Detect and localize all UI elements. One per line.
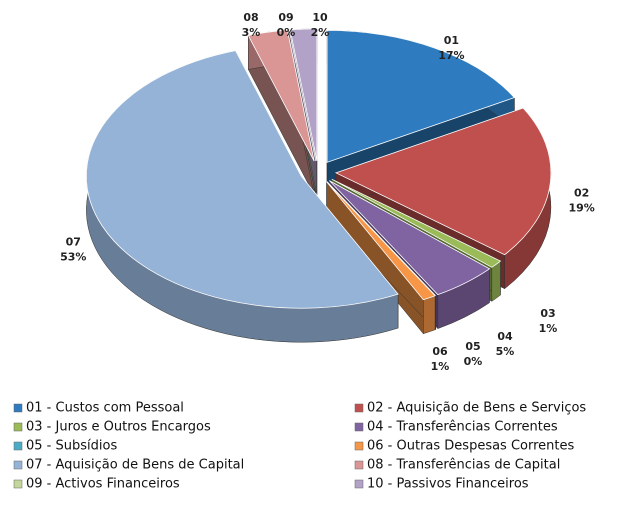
legend-swatch — [13, 460, 23, 470]
slice — [331, 178, 502, 268]
slice — [86, 50, 399, 309]
slice-value: 0% — [464, 355, 483, 368]
slice-code: 04 — [497, 330, 513, 343]
slice-value: 17% — [438, 49, 464, 62]
legend-swatch — [354, 479, 364, 489]
slice-code: 01 — [444, 34, 459, 47]
legend-label: 09 - Activos Financeiros — [26, 477, 180, 492]
slice — [326, 181, 436, 301]
legend-label: 08 - Transferências de Capital — [367, 458, 560, 473]
slice-code: 02 — [574, 187, 589, 200]
legend-label: 02 - Aquisição de Bens e Serviços — [367, 401, 586, 416]
slice — [334, 107, 552, 256]
slice-code: 05 — [465, 340, 480, 353]
legend-swatch — [354, 441, 364, 451]
legend-label: 07 - Aquisição de Bens de Capital — [26, 458, 244, 473]
slice-code: 03 — [540, 307, 555, 320]
legend-label: 04 - Transferências Correntes — [367, 420, 558, 435]
legend-swatch — [354, 422, 364, 432]
slice — [329, 180, 491, 296]
legend-label: 03 - Juros e Outros Encargos — [26, 420, 211, 435]
slice-value: 19% — [568, 202, 594, 215]
slice — [326, 29, 516, 163]
legend-label: 01 - Custos com Pessoal — [26, 401, 184, 416]
legend-swatch — [354, 403, 364, 413]
slice-value: 0% — [277, 26, 296, 39]
legend-swatch — [354, 460, 364, 470]
legend-label: 05 - Subsídios — [26, 439, 117, 454]
slice-code: 06 — [432, 345, 448, 358]
slice-value: 1% — [539, 322, 558, 335]
slice-code: 07 — [66, 236, 81, 249]
slice-code: 09 — [278, 11, 293, 24]
slice-side — [423, 295, 436, 335]
legend-swatch — [13, 403, 23, 413]
slice-code: 08 — [243, 11, 258, 24]
slice-value: 1% — [431, 360, 450, 373]
legend-label: 10 - Passivos Financeiros — [367, 477, 529, 492]
slice-value: 5% — [496, 345, 515, 358]
legend-swatch — [13, 479, 23, 489]
slice-value: 53% — [60, 251, 86, 264]
slice-value: 3% — [242, 26, 261, 39]
slice — [247, 29, 315, 162]
slice — [288, 29, 317, 162]
slice — [326, 181, 436, 296]
legend-label: 06 - Outras Despesas Correntes — [367, 439, 574, 454]
slice-side — [491, 260, 501, 302]
legend-swatch — [13, 441, 23, 451]
slice-code: 10 — [312, 11, 328, 24]
slice-tops — [86, 28, 552, 309]
slice — [289, 28, 318, 161]
slice-value: 2% — [311, 26, 330, 39]
legend-swatch — [13, 422, 23, 432]
